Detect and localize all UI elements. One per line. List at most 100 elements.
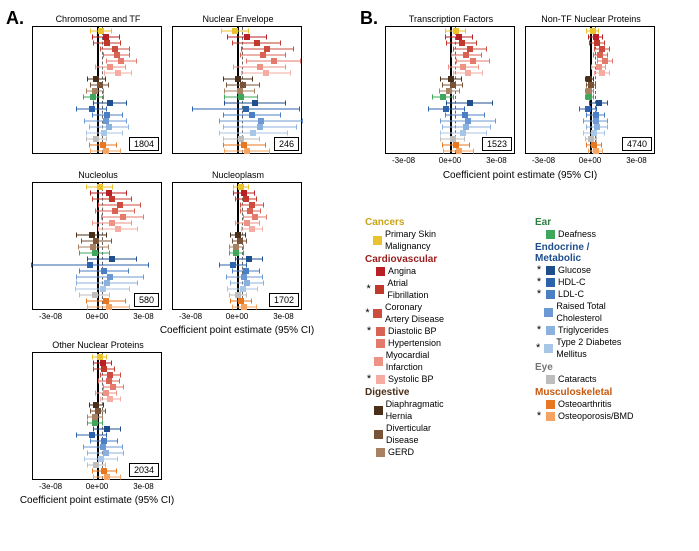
point-estimate bbox=[101, 130, 107, 136]
point-estimate bbox=[104, 40, 110, 46]
chart-title: Nucleoplasm bbox=[212, 170, 264, 180]
panel-a-label: A. bbox=[6, 8, 24, 29]
x-tick: 3e-08 bbox=[486, 156, 506, 165]
point-estimate bbox=[244, 148, 250, 154]
significance-star: * bbox=[365, 285, 372, 294]
legend-swatch bbox=[376, 339, 385, 348]
legend-item: Deafness bbox=[535, 228, 634, 240]
sample-size-box: 4740 bbox=[622, 137, 652, 151]
legend-item: *Triglycerides bbox=[535, 324, 634, 336]
x-tick: -3e-08 bbox=[39, 482, 62, 491]
point-estimate bbox=[106, 304, 112, 310]
legend-item: Angina bbox=[365, 265, 446, 277]
point-estimate bbox=[260, 52, 266, 58]
point-estimate bbox=[232, 28, 238, 34]
legend-label: Type 2 Diabetes Mellitus bbox=[556, 336, 633, 360]
legend-swatch bbox=[375, 285, 384, 294]
point-estimate bbox=[104, 426, 110, 432]
legend-col-right: EarDeafnessEndocrine / Metabolic*Glucose… bbox=[535, 215, 634, 422]
legend-group-title: Ear bbox=[535, 217, 634, 228]
x-tick: 3e-08 bbox=[626, 156, 646, 165]
x-tick: -3e-08 bbox=[392, 156, 415, 165]
legend-item: *Diastolic BP bbox=[365, 325, 446, 337]
point-estimate bbox=[120, 214, 126, 220]
legend-item: Hypertension bbox=[365, 337, 446, 349]
point-estimate bbox=[243, 106, 249, 112]
legend-item: * HDL-C bbox=[535, 276, 634, 288]
significance-star: * bbox=[365, 327, 373, 336]
legend-item: Osteoarthritis bbox=[535, 398, 634, 410]
point-estimate bbox=[249, 226, 255, 232]
x-tick: 3e-08 bbox=[133, 312, 153, 321]
legend-swatch bbox=[373, 236, 382, 245]
sample-size-box: 580 bbox=[134, 293, 159, 307]
significance-star: * bbox=[535, 326, 543, 335]
point-estimate bbox=[238, 94, 244, 100]
point-estimate bbox=[271, 58, 277, 64]
x-tick: 3e-08 bbox=[273, 312, 293, 321]
legend-label: Diverticular Disease bbox=[386, 422, 446, 446]
legend-item: *Glucose bbox=[535, 264, 634, 276]
significance-star: * bbox=[535, 266, 543, 275]
legend-swatch bbox=[546, 375, 555, 384]
legend-label: LDL-C bbox=[558, 288, 584, 300]
legend-item: *Type 2 Diabetes Mellitus bbox=[535, 336, 634, 360]
legend-swatch bbox=[374, 406, 383, 415]
x-tick: -3e-08 bbox=[179, 312, 202, 321]
forest-plot: Transcription Factors1523 bbox=[385, 26, 515, 154]
point-estimate bbox=[257, 124, 263, 130]
legend-swatch bbox=[546, 230, 555, 239]
legend-swatch bbox=[376, 267, 385, 276]
point-estimate bbox=[89, 106, 95, 112]
point-estimate bbox=[443, 106, 449, 112]
legend-swatch bbox=[544, 308, 553, 317]
point-estimate bbox=[87, 262, 93, 268]
chart-title: Chromosome and TF bbox=[56, 14, 141, 24]
legend-item: *LDL-C bbox=[535, 288, 634, 300]
legend-swatch bbox=[546, 278, 555, 287]
forest-plot: Nucleolus580 bbox=[32, 182, 162, 310]
point-estimate bbox=[263, 70, 269, 76]
point-estimate bbox=[252, 100, 258, 106]
legend-item: Diaphragmatic Hernia bbox=[365, 398, 446, 422]
legend-group-title: Eye bbox=[535, 362, 634, 373]
forest-plot: Other Nuclear Proteins2034 bbox=[32, 352, 162, 480]
point-estimate bbox=[252, 214, 258, 220]
legend-group-title: Cancers bbox=[365, 217, 446, 228]
forest-plot: Nucleoplasm1702 bbox=[172, 182, 302, 310]
point-estimate bbox=[460, 130, 466, 136]
point-estimate bbox=[233, 250, 239, 256]
point-estimate bbox=[456, 148, 462, 154]
point-estimate bbox=[459, 40, 465, 46]
legend-swatch bbox=[376, 448, 385, 457]
significance-star: * bbox=[535, 278, 543, 287]
legend-col-left: CancersPrimary Skin MalignancyCardiovasc… bbox=[365, 215, 446, 458]
legend-swatch bbox=[546, 266, 555, 275]
legend-item: Myocardial Infarction bbox=[365, 349, 446, 373]
legend-item: *Osteoporosis/BMD bbox=[535, 410, 634, 422]
legend-label: Angina bbox=[388, 265, 416, 277]
point-estimate bbox=[446, 88, 452, 94]
legend-group-title: Musculoskeletal bbox=[535, 387, 634, 398]
x-axis-label-b: Coefficient point estimate (95% CI) bbox=[443, 170, 597, 181]
point-estimate bbox=[110, 384, 116, 390]
point-estimate bbox=[470, 58, 476, 64]
legend-label: Diaphragmatic Hernia bbox=[386, 398, 446, 422]
legend-label: HDL-C bbox=[558, 276, 586, 288]
legend-swatch bbox=[374, 430, 383, 439]
legend-label: Raised Total Cholesterol bbox=[556, 300, 633, 324]
forest-plot: Nuclear Envelope246 bbox=[172, 26, 302, 154]
legend-group-title: Digestive bbox=[365, 387, 446, 398]
sample-size-box: 1804 bbox=[129, 137, 159, 151]
x-tick: 0e+00 bbox=[86, 312, 108, 321]
legend-label: Coronary Artery Disease bbox=[385, 301, 446, 325]
legend-item: Cataracts bbox=[535, 373, 634, 385]
x-axis-label-a-row2: Coefficient point estimate (95% CI) bbox=[160, 325, 314, 336]
legend-item: *Systolic BP bbox=[365, 373, 446, 385]
legend-label: Osteoarthritis bbox=[558, 398, 612, 410]
legend-item: Raised Total Cholesterol bbox=[535, 300, 634, 324]
point-estimate bbox=[596, 100, 602, 106]
legend-label: Osteoporosis/BMD bbox=[558, 410, 634, 422]
x-tick: 0e+00 bbox=[86, 482, 108, 491]
legend-label: Myocardial Infarction bbox=[386, 349, 446, 373]
